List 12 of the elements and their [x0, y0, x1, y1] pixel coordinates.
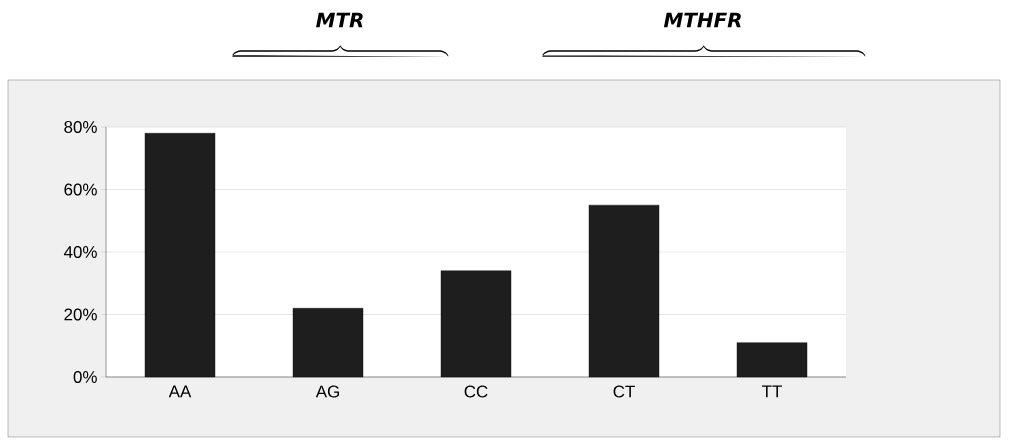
- y-tick-label: 80%: [64, 121, 97, 134]
- x-tick-label: AA: [168, 385, 192, 398]
- y-tick-label: 0%: [73, 371, 97, 383]
- x-tick-label: AG: [315, 385, 339, 398]
- x-tick-label: CT: [613, 385, 635, 398]
- x-tick-label: CC: [464, 385, 488, 398]
- text: MTR: [316, 12, 363, 28]
- y-tick-label: 40%: [63, 246, 97, 259]
- y-tick-label: 60%: [64, 183, 97, 196]
- x-tick-label: TT: [762, 385, 782, 398]
- y-tick-label: 20%: [64, 308, 97, 321]
- text: MTHFR: [663, 12, 741, 28]
